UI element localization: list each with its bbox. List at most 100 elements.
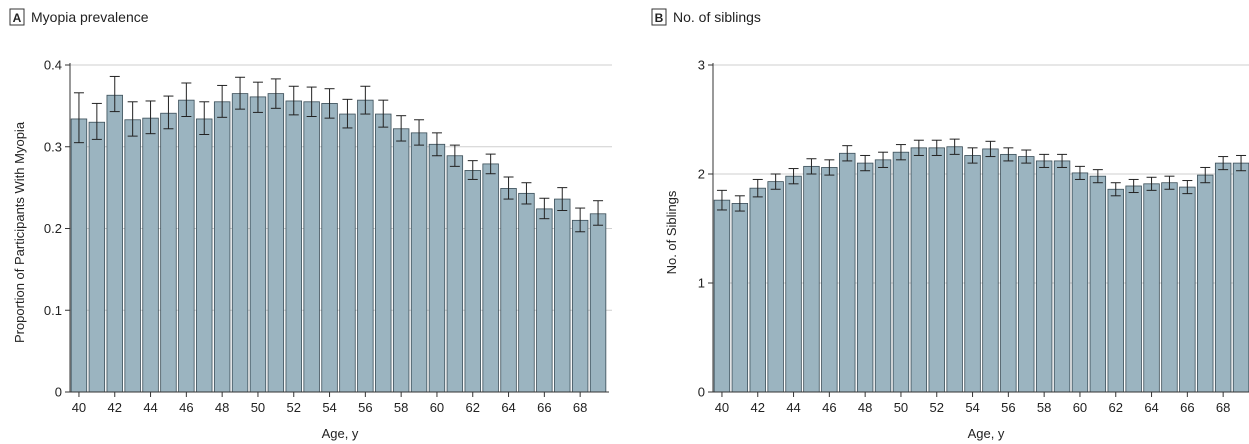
bar [339,113,356,393]
error-bar [109,75,120,113]
panel-b-letter: B [655,11,664,25]
error-bar [1218,156,1229,171]
error-bar [342,98,353,129]
x-tick-label: 62 [1109,400,1123,415]
error-bar [1146,176,1157,191]
error-bar [716,189,727,211]
bar [249,96,267,393]
x-tick-label: 46 [179,400,193,415]
bar [500,188,517,393]
x-tick-label: 52 [287,400,301,415]
error-bar [878,151,889,168]
bar [160,112,177,393]
bar [856,162,874,393]
x-tick-label: 46 [822,400,836,415]
bar [874,159,892,393]
bar [1089,175,1107,393]
error-bar [163,95,174,130]
chart-myopia-prevalence: 0 0.1 0.2 0.3 0.4 40 42 44 46 48 50 52 54 56 58 60 62 64 6… [12,58,612,441]
bar [1179,186,1196,393]
error-bar [1164,175,1175,190]
bar [1143,183,1160,393]
bar [106,94,123,393]
bar [392,128,410,393]
x-tick-label: 42 [108,400,122,415]
bar [1035,160,1053,393]
y-axis-title: No. of Siblings [664,190,679,274]
x-tick-label: 68 [573,400,587,415]
error-bar [1200,166,1211,184]
x-tick-label: 66 [1180,400,1194,415]
error-bar [73,92,84,144]
bar [410,132,428,393]
error-bar [539,197,550,220]
bar [267,93,285,393]
bar [1161,182,1178,393]
bar [70,118,88,393]
error-bar [860,154,871,172]
bar [536,208,553,393]
x-tick-label: 68 [1216,400,1230,415]
bar [1071,172,1089,393]
x-tick-label: 64 [1144,400,1158,415]
error-bar [557,187,568,212]
error-bar [734,195,745,212]
error-bar [1236,154,1247,172]
x-tick-label: 56 [1001,400,1015,415]
error-bar [788,168,799,185]
error-bar [199,101,210,135]
y-tick-label: 0 [55,385,62,400]
bar [285,100,302,393]
bar [196,118,213,393]
error-bar [181,82,192,118]
error-bar [1021,149,1032,164]
bar [713,199,731,393]
x-tick-label: 62 [466,400,480,415]
y-tick-label: 0.1 [44,303,62,318]
y-tick-label: 3 [698,58,705,73]
bar [982,148,999,393]
bar [928,147,945,393]
x-tick-label: 40 [715,400,729,415]
bar [554,198,571,393]
x-tick-label: 50 [251,400,265,415]
x-tick-label: 58 [1037,400,1051,415]
bar [142,117,159,393]
panel-b-title: No. of siblings [673,9,761,25]
error-bar [324,88,335,119]
error-bar [575,207,586,233]
x-tick-label: 54 [322,400,336,415]
bar [482,163,499,393]
bar [946,146,963,393]
error-bar [1039,153,1050,168]
bar [231,93,249,393]
x-tick-label: 44 [786,400,800,415]
panel-b-header: B No. of siblings [651,8,761,26]
panel-a-header: A Myopia prevalence [9,8,149,26]
bar [321,103,338,393]
x-tick-label: 66 [537,400,551,415]
bar [910,147,928,393]
panel-b-letter-box [651,8,667,26]
bar [1214,162,1232,393]
error-bar [127,101,138,137]
error-bar [431,132,442,157]
x-axis-title: Age, y [968,426,1005,441]
error-bar [1003,147,1014,162]
error-bar [378,99,389,128]
y-axis-title: Proportion of Participants With Myopia [12,121,27,343]
bar [1000,153,1017,393]
x-tick-label: 60 [1073,400,1087,415]
error-bar [770,173,781,190]
error-bar [485,153,496,175]
error-bar [985,140,996,158]
error-bar [306,86,317,118]
error-bar [360,85,371,115]
error-bar [252,81,263,113]
panel-a-letter: A [13,11,22,25]
x-tick-label: 42 [751,400,765,415]
bar [178,99,195,393]
bar [803,165,820,393]
bar [303,101,320,393]
bar [731,203,749,393]
